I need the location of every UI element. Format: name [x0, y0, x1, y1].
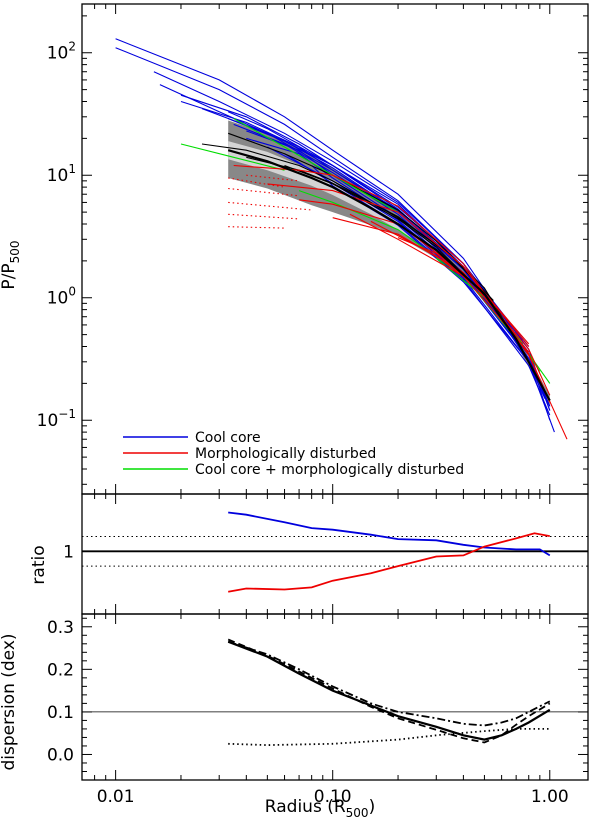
dispersion-panel: 0.01 0.10 1.00 0.0 0.1 0.2 0.3	[47, 613, 589, 807]
x-axis-title: Radius (R500)	[265, 797, 375, 820]
y-tick-exponent: −1	[58, 407, 76, 421]
dispersion-line-dotted	[228, 728, 550, 747]
y-tick-exponent: 1	[68, 162, 76, 176]
dispersion-y-tick-label: 0.3	[47, 618, 74, 638]
y-tick-exponent: 0	[68, 285, 76, 299]
y-tick-label: 102	[47, 40, 76, 64]
legend-label: Cool core + morphologically disturbed	[195, 462, 464, 478]
profile-mean-sample	[228, 132, 517, 341]
x-axis-title-sub: 500	[346, 806, 369, 820]
y-tick-base: 10	[47, 289, 69, 309]
profile-mean-sample	[284, 164, 485, 296]
profile-cool-core	[159, 84, 551, 411]
dispersion-y-tick-label: 0.2	[47, 660, 74, 680]
y-axis-title-ratio: ratio	[29, 545, 49, 584]
y-tick-label: 100	[47, 285, 76, 309]
profile-disturbed-inner	[228, 187, 300, 197]
y-axis-title-pressure-sub: 500	[8, 240, 22, 263]
dispersion-line-dashdot	[227, 640, 551, 727]
dispersion-y-tick-label: 0.0	[47, 745, 74, 765]
profile-both	[180, 143, 285, 171]
profile-disturbed	[332, 217, 551, 396]
ratio-panel: 1	[63, 493, 589, 615]
profile-disturbed-inner	[228, 177, 285, 188]
dispersion-plot-frame	[81, 613, 589, 781]
profile-disturbed	[349, 213, 530, 353]
x-tick-label: 0.01	[97, 787, 135, 807]
pressure-plot-frame	[81, 3, 589, 495]
legend-label: Morphologically disturbed	[195, 446, 376, 462]
profile-cool-core	[115, 47, 555, 433]
dispersion-line-solid	[227, 640, 551, 741]
y-axis-title-dispersion: dispersion (dex)	[0, 633, 19, 770]
profile-disturbed	[267, 183, 551, 403]
y-tick-base: 10	[47, 44, 69, 64]
mean-profile-line	[227, 149, 551, 402]
x-tick-label: 0.10	[314, 787, 352, 807]
profile-both	[233, 118, 399, 213]
x-axis-title-main: Radius (R	[265, 797, 346, 817]
dispersion-line-dashed	[227, 638, 551, 744]
ratio-y-tick-label: 1	[63, 542, 74, 562]
y-tick-base: 10	[47, 166, 69, 186]
y-tick-label: 101	[47, 162, 76, 186]
profile-cool-core	[115, 38, 551, 421]
ratio-line-disturbed	[228, 532, 550, 593]
legend-label: Cool core	[195, 430, 261, 446]
dispersion-y-tick-label: 0.1	[47, 703, 74, 723]
y-tick-exponent: 2	[68, 40, 76, 54]
profile-cool-core	[153, 71, 551, 411]
x-tick-label: 1.00	[531, 787, 569, 807]
profile-disturbed-inner	[228, 201, 312, 211]
scatter-envelope	[228, 120, 550, 407]
y-axis-title-pressure-main: P/P	[0, 263, 19, 289]
ratio-line-cool-core	[228, 511, 551, 557]
y-axis-title-pressure: P/P500	[0, 240, 22, 289]
ratio-plot-frame	[81, 493, 589, 615]
profile-disturbed	[370, 220, 530, 347]
profile-disturbed	[233, 164, 568, 440]
profile-disturbed-inner	[228, 226, 285, 229]
y-tick-label: 10−1	[37, 407, 76, 431]
x-axis-title-close: )	[369, 797, 376, 817]
y-tick-base: 10	[37, 411, 59, 431]
profile-disturbed-inner	[228, 213, 300, 220]
